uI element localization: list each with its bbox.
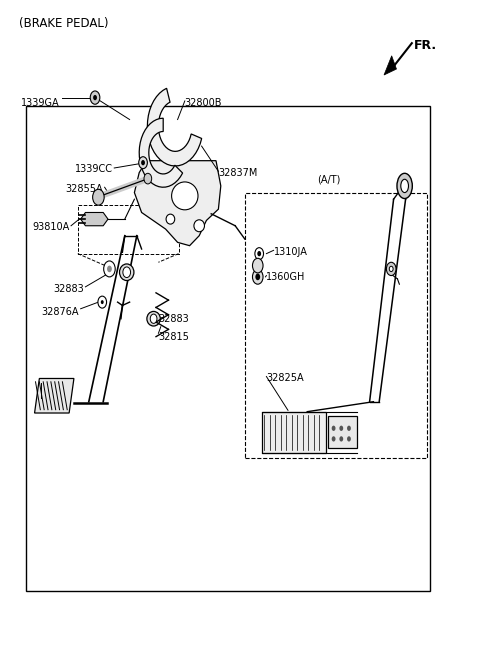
Circle shape [389,266,393,272]
Ellipse shape [401,179,408,193]
Text: 93810A: 93810A [32,222,70,232]
Circle shape [252,270,263,284]
Circle shape [386,262,396,276]
Bar [245,193,427,458]
Circle shape [252,258,263,273]
Text: 32815: 32815 [158,331,189,342]
Text: 32883: 32883 [158,313,189,324]
Bar [328,416,357,448]
Circle shape [347,426,351,431]
Circle shape [347,436,351,442]
Polygon shape [81,212,108,226]
Text: 32825A: 32825A [266,373,304,384]
Circle shape [255,248,264,260]
Text: (BRAKE PEDAL): (BRAKE PEDAL) [19,17,108,30]
Circle shape [107,266,112,272]
Text: 32800B: 32800B [185,98,222,108]
Text: 32825: 32825 [41,380,72,390]
Bar [262,412,326,453]
Text: 32837M: 32837M [218,167,258,178]
Text: 1339CC: 1339CC [75,164,113,175]
Circle shape [139,157,147,169]
Circle shape [339,426,343,431]
Text: FR.: FR. [414,39,437,52]
Ellipse shape [120,264,134,280]
Circle shape [332,426,336,431]
Text: 32883: 32883 [53,284,84,294]
Bar [26,106,430,591]
Ellipse shape [166,214,175,224]
Circle shape [255,274,260,280]
Text: 32855A: 32855A [66,184,103,195]
Circle shape [123,267,131,278]
Text: 1339GA: 1339GA [22,98,60,108]
Text: 1360GH: 1360GH [266,272,306,282]
Ellipse shape [194,220,204,232]
Circle shape [257,251,261,256]
Circle shape [339,436,343,442]
Circle shape [101,300,104,304]
Circle shape [104,261,115,277]
Circle shape [93,189,104,205]
Circle shape [332,436,336,442]
Polygon shape [384,56,396,75]
Circle shape [90,91,100,104]
Circle shape [93,95,97,100]
Circle shape [144,173,152,184]
Polygon shape [139,118,182,187]
Polygon shape [35,378,74,413]
Circle shape [141,160,145,165]
Polygon shape [134,161,221,246]
Circle shape [150,314,157,323]
Ellipse shape [147,311,160,326]
Circle shape [98,296,107,308]
Text: 32876A: 32876A [42,307,79,317]
Polygon shape [147,88,202,166]
Text: 1310JA: 1310JA [274,247,308,258]
Bar [78,205,179,254]
Ellipse shape [172,182,198,210]
Ellipse shape [397,173,412,199]
Text: (A/T): (A/T) [317,174,340,185]
